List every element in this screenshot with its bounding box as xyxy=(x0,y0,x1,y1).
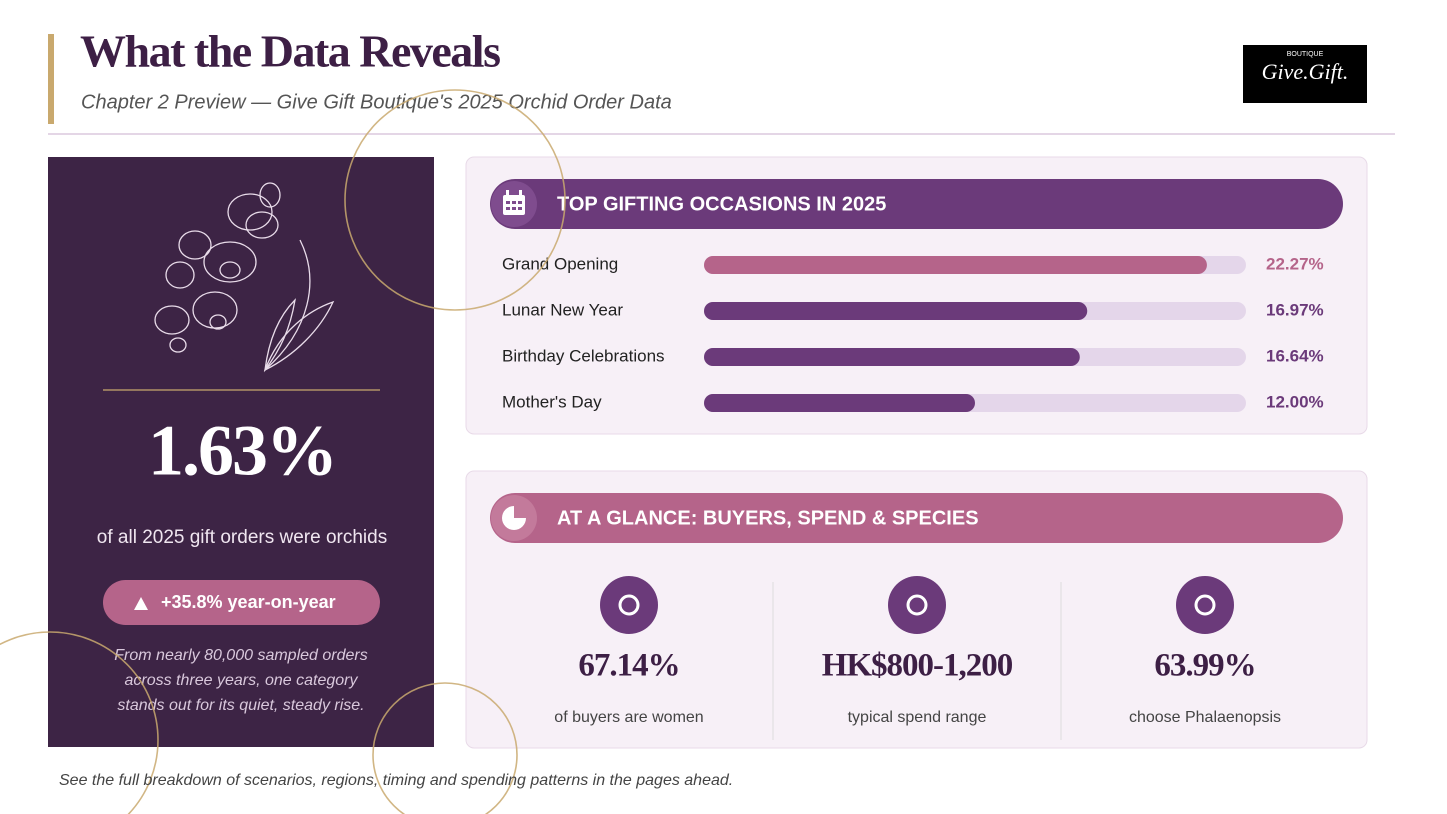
value-label: 22.27% xyxy=(1266,254,1324,273)
bar xyxy=(704,394,975,412)
highlight-caption: of all 2025 gift orders were orchids xyxy=(97,527,387,548)
left-panel xyxy=(48,157,434,747)
bar xyxy=(704,302,1088,320)
footer: See the full breakdown of scenarios, reg… xyxy=(59,772,733,789)
value-label: 12.00% xyxy=(1266,392,1324,411)
value-label: 16.64% xyxy=(1266,346,1324,365)
bars: Grand Opening 22.27% Lunar New Year 16.97% B… xyxy=(502,254,1324,412)
note: From nearly 80,000 sampled orders across … xyxy=(114,647,367,714)
stat-value: 67.14% xyxy=(578,648,679,684)
category-label: Mother's Day xyxy=(502,392,602,411)
glance-title: AT A GLANCE: BUYERS, SPEND & SPECIES xyxy=(557,507,979,529)
category-label: Grand Opening xyxy=(502,254,618,273)
logo xyxy=(1243,45,1367,103)
logo-top: BOUTIQUE xyxy=(1287,51,1324,58)
subtitle: Chapter 2 Preview — Give Gift Boutique's… xyxy=(81,91,672,113)
icon-glyph xyxy=(618,594,640,616)
highlight-stat: 1.63% xyxy=(148,411,336,491)
stat-value: HK$800-1,200 xyxy=(822,648,1013,684)
value-label: 16.97% xyxy=(1266,300,1324,319)
stat-icon xyxy=(888,576,946,634)
icon-glyph xyxy=(906,594,928,616)
stat-caption: typical spend range xyxy=(848,709,987,726)
orchid-illustration xyxy=(154,182,335,373)
badge xyxy=(103,580,380,625)
note-line: across three years, one category xyxy=(124,672,358,689)
badge-text: +35.8% year-on-year xyxy=(161,592,336,612)
bar xyxy=(704,256,1207,274)
up-arrow xyxy=(134,597,148,610)
bar xyxy=(704,348,1080,366)
stats: 67.14% of buyers are women HK$800-1,200 typ… xyxy=(554,576,1281,726)
stat-caption: choose Phalaenopsis xyxy=(1129,709,1281,726)
stat-icon xyxy=(600,576,658,634)
occasions-title: TOP GIFTING OCCASIONS IN 2025 xyxy=(557,193,886,215)
pie-icon xyxy=(502,506,526,530)
category-label: Birthday Celebrations xyxy=(502,346,665,365)
glance-header xyxy=(490,493,1343,543)
stat-caption: of buyers are women xyxy=(554,709,703,726)
stat-icon xyxy=(1176,576,1234,634)
accent-bar xyxy=(48,34,54,124)
logo-name: Give.Gift. xyxy=(1262,59,1349,84)
note-line: stands out for its quiet, steady rise. xyxy=(117,697,364,714)
icon-glyph xyxy=(1194,594,1216,616)
decor-circles xyxy=(0,89,566,814)
title: What the Data Reveals xyxy=(80,26,500,77)
note-line: From nearly 80,000 sampled orders xyxy=(114,647,367,664)
stat-value: 63.99% xyxy=(1154,648,1255,684)
category-label: Lunar New Year xyxy=(502,300,623,319)
occasions-header xyxy=(490,179,1343,229)
